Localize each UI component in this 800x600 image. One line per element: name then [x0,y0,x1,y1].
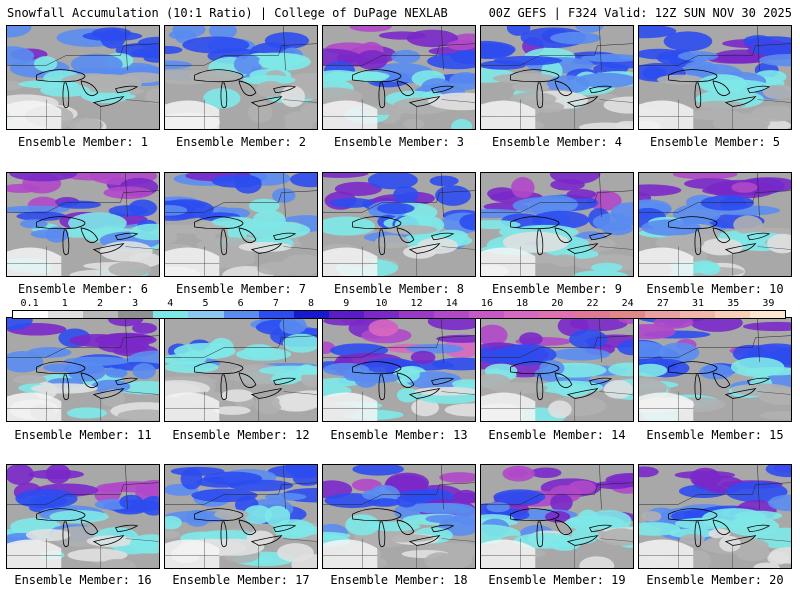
ensemble-member-map [164,464,318,569]
colorbar-swatch [714,311,750,318]
colorbar-swatch [574,311,610,318]
ensemble-member-map [322,464,476,569]
colorbar-swatch [434,311,470,318]
ensemble-member-map [480,464,634,569]
colorbar-swatch [83,311,119,318]
colorbar-label: 6 [237,298,244,309]
colorbar-label: 24 [621,298,634,309]
colorbar-swatch [153,311,189,318]
ensemble-member-label: Ensemble Member: 15 [646,428,784,442]
colorbar-label: 20 [551,298,564,309]
ensemble-member-map [6,317,160,422]
colorbar-swatch [363,311,400,318]
colorbar-label: 3 [132,298,139,309]
ensemble-member-label: Ensemble Member: 8 [333,282,465,296]
ensemble-grid: Ensemble Member: 1 Ensemble Member: 2 Ense… [6,25,796,595]
colorbar-label: 4 [167,298,174,309]
chart-title: Snowfall Accumulation (10:1 Ratio) | Col… [7,6,448,20]
colorbar-label: 39 [762,298,775,309]
colorbar-label: 27 [656,298,669,309]
ensemble-member-label: Ensemble Member: 13 [330,428,468,442]
colorbar: 0.1 1 2 3 4 5 6 7 8 9 10 12 14 16 18 20 22 24 27 31 35 39 [12,298,786,319]
colorbar-swatch [258,311,294,318]
colorbar-label: 14 [445,298,458,309]
ensemble-member-map [638,25,792,130]
ensemble-member-label: Ensemble Member: 18 [330,573,468,587]
colorbar-swatch [609,311,645,318]
ensemble-member-map [164,25,318,130]
ensemble-member-map [322,25,476,130]
ensemble-member-map [6,464,160,569]
ensemble-member-label: Ensemble Member: 5 [649,135,781,149]
ensemble-member-label: Ensemble Member: 3 [333,135,465,149]
ensemble-member-label: Ensemble Member: 4 [491,135,623,149]
colorbar-label: 9 [343,298,350,309]
colorbar-label: 12 [410,298,423,309]
ensemble-member-label: Ensemble Member: 20 [646,573,784,587]
ensemble-member-label: Ensemble Member: 19 [488,573,626,587]
colorbar-label: 16 [480,298,493,309]
ensemble-member-label: Ensemble Member: 17 [172,573,310,587]
ensemble-member-label: Ensemble Member: 10 [646,282,784,296]
ensemble-member-label: Ensemble Member: 6 [17,282,149,296]
colorbar-swatch [13,311,49,318]
colorbar-swatch [539,311,575,318]
colorbar-label: 10 [375,298,388,309]
ensemble-member-map [322,172,476,277]
ensemble-member-map [164,317,318,422]
colorbar-label: 7 [272,298,279,309]
colorbar-label: 31 [692,298,705,309]
ensemble-member-map [6,25,160,130]
colorbar-swatch [328,311,364,318]
ensemble-member-label: Ensemble Member: 16 [14,573,152,587]
ensemble-member-label: Ensemble Member: 14 [488,428,626,442]
colorbar-swatch [223,311,259,318]
colorbar-swatch [293,311,329,318]
colorbar-swatch [504,311,540,318]
colorbar-label: 35 [727,298,740,309]
ensemble-member-map [322,317,476,422]
ensemble-member-map [638,464,792,569]
colorbar-label: 8 [308,298,315,309]
colorbar-swatch [399,311,435,318]
ensemble-member-label: Ensemble Member: 7 [175,282,307,296]
ensemble-member-label: Ensemble Member: 12 [172,428,310,442]
model-run-info: 00Z GEFS | F324 Valid: 12Z SUN NOV 30 20… [488,6,792,20]
ensemble-member-map [480,172,634,277]
colorbar-swatch [48,311,84,318]
ensemble-member-map [480,25,634,130]
ensemble-member-map [480,317,634,422]
colorbar-label: 1 [61,298,68,309]
ensemble-member-label: Ensemble Member: 2 [175,135,307,149]
ensemble-member-label: Ensemble Member: 11 [14,428,152,442]
colorbar-label: 5 [202,298,209,309]
colorbar-label: 2 [96,298,103,309]
colorbar-label: 18 [516,298,529,309]
colorbar-swatch [118,311,154,318]
colorbar-label: 22 [586,298,599,309]
ensemble-member-label: Ensemble Member: 1 [17,135,149,149]
colorbar-label: 0.1 [20,298,39,309]
colorbar-swatch [188,311,224,318]
colorbar-swatch [749,311,786,318]
colorbar-swatch [644,311,680,318]
ensemble-member-map [638,172,792,277]
colorbar-swatches [12,310,786,319]
colorbar-swatch [469,311,505,318]
ensemble-member-map [638,317,792,422]
ensemble-member-map [164,172,318,277]
ensemble-member-map [6,172,160,277]
colorbar-labels: 0.1 1 2 3 4 5 6 7 8 9 10 12 14 16 18 20 22 24 27 31 35 39 [12,298,786,310]
ensemble-member-label: Ensemble Member: 9 [491,282,623,296]
colorbar-swatch [679,311,715,318]
